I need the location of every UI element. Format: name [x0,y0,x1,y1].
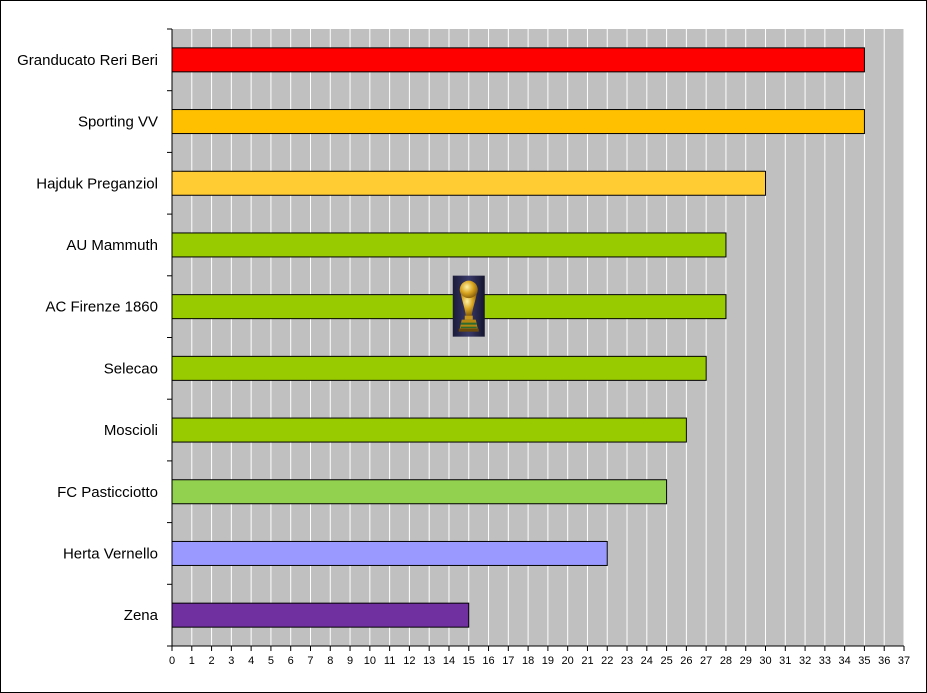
category-label: AC Firenze 1860 [45,299,158,316]
x-tick-label: 27 [700,655,712,667]
x-tick-label: 24 [641,655,653,667]
x-tick-label: 16 [482,655,494,667]
x-tick-label: 20 [562,655,574,667]
x-tick-label: 14 [443,655,455,667]
x-tick-label: 9 [347,655,353,667]
x-tick-label: 12 [403,655,415,667]
x-tick-label: 21 [581,655,593,667]
x-tick-label: 25 [660,655,672,667]
bar [171,602,470,628]
x-tick-label: 22 [601,655,613,667]
x-tick-label: 32 [799,655,811,667]
x-tick-label: 19 [542,655,554,667]
bar [171,417,687,443]
category-label: Herta Vernello [63,545,158,562]
x-tick-label: 3 [228,655,234,667]
x-tick-label: 28 [720,655,732,667]
bar [171,294,727,320]
x-tick-label: 13 [423,655,435,667]
category-label: Zena [124,607,159,624]
x-tick-label: 1 [189,655,195,667]
x-tick-label: 26 [680,655,692,667]
bar [171,170,767,196]
x-tick-label: 4 [248,655,254,667]
category-label: Granducato Reri Beri [17,52,158,69]
x-tick-label: 37 [898,655,910,667]
bar [171,540,608,566]
x-tick-label: 15 [463,655,475,667]
x-tick-label: 23 [621,655,633,667]
x-tick-label: 29 [740,655,752,667]
bar [171,232,727,258]
trophy-icon [452,275,485,337]
category-label: Hajduk Preganziol [36,175,158,192]
category-label: Sporting VV [78,114,158,131]
category-label: FC Pasticciotto [57,484,158,501]
bar [171,355,707,381]
x-tick-label: 30 [759,655,771,667]
x-tick-label: 8 [327,655,333,667]
bar [171,479,668,505]
x-tick-label: 10 [364,655,376,667]
x-tick-label: 11 [384,655,395,667]
category-label: Selecao [104,360,158,377]
x-tick-label: 34 [839,655,851,667]
x-tick-label: 31 [779,655,791,667]
x-tick-label: 18 [522,655,534,667]
x-tick-label: 2 [209,655,215,667]
x-tick-label: 35 [858,655,870,667]
category-label: AU Mammuth [66,237,158,254]
x-tick-label: 17 [502,655,514,667]
x-tick-label: 33 [819,655,831,667]
category-label: Moscioli [104,422,158,439]
x-tick-label: 7 [307,655,313,667]
x-tick-label: 36 [878,655,890,667]
x-tick-label: 0 [169,655,175,667]
x-tick-label: 5 [268,655,274,667]
bar [171,109,865,135]
bar [171,47,865,73]
x-tick-label: 6 [288,655,294,667]
